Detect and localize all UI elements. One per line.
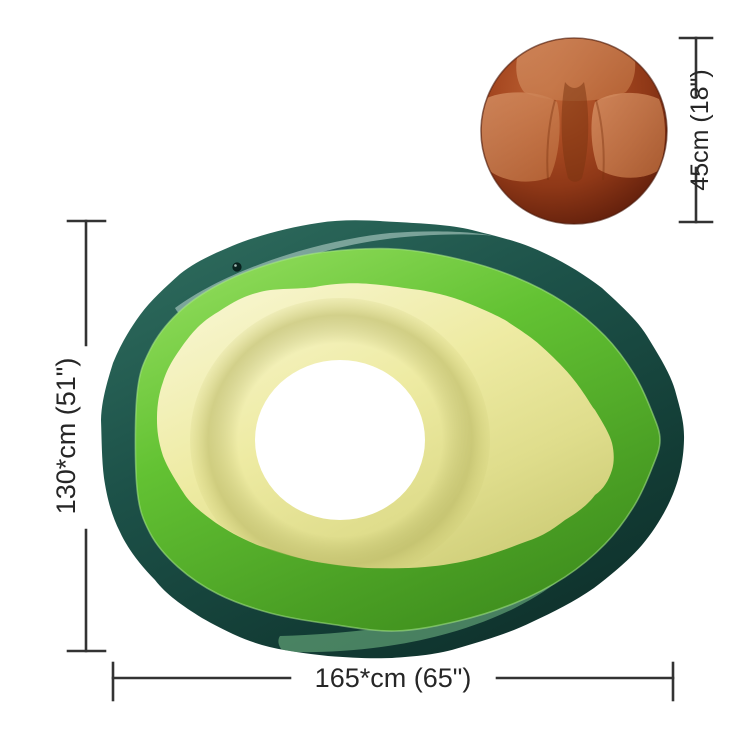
svg-text:130*cm (51"): 130*cm (51") [51, 358, 81, 515]
svg-text:45cm (18"): 45cm (18") [686, 69, 714, 190]
svg-text:165*cm (65"): 165*cm (65") [315, 663, 472, 693]
